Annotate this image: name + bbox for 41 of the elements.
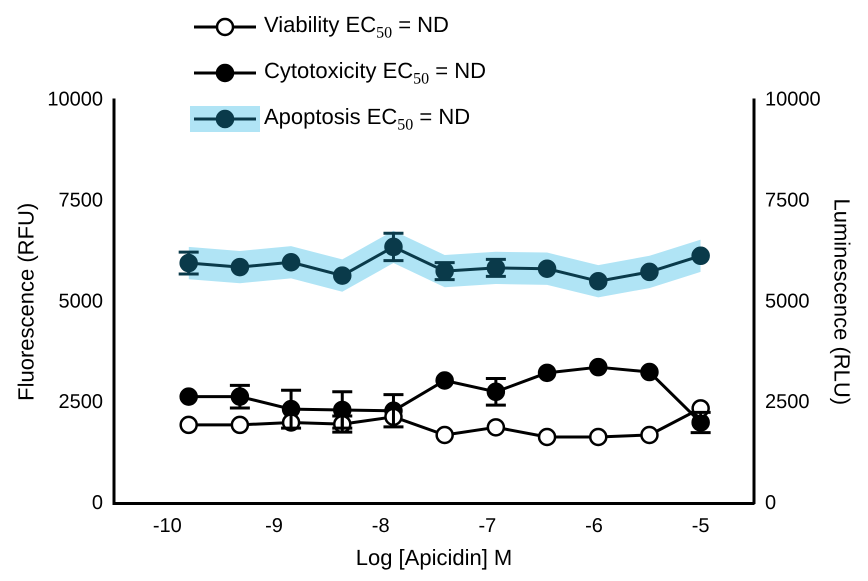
y2-tick-label: 7500 (764, 189, 810, 212)
y-tick-label: 5000 (58, 290, 104, 312)
y-tick-label: 7500 (58, 189, 104, 212)
x-tick-label: -5 (692, 515, 710, 538)
x-tick-label: -7 (478, 515, 496, 538)
x-tick-label: -9 (265, 515, 283, 538)
point (589, 428, 608, 446)
y-tick-label: 0 (92, 492, 104, 514)
legend-label: Cytotoxicity EC$_{50}$ = ND (264, 58, 486, 88)
x-tick-label: -8 (372, 515, 390, 538)
point (538, 364, 556, 382)
point (640, 362, 659, 382)
point (179, 416, 198, 434)
y-tick-label: 10000 (47, 88, 104, 111)
point (589, 358, 608, 376)
x-axis-title: Log [Apicidin] M (356, 544, 512, 570)
legend-label: Apoptosis EC$_{50}$ = ND (264, 104, 470, 134)
y2-tick-label: 2500 (764, 391, 810, 414)
point (538, 428, 556, 446)
point (691, 246, 710, 266)
point (538, 259, 556, 278)
y-tick-label: 2500 (58, 391, 104, 414)
y2-axis-title: Luminescence (RLU) (830, 198, 855, 406)
point (282, 252, 300, 272)
x-tick-label: -6 (585, 515, 603, 538)
x-tick-label: -10 (152, 515, 182, 538)
point (640, 426, 659, 444)
y2-tick-label: 5000 (764, 290, 810, 312)
point (230, 258, 250, 276)
point (486, 418, 506, 437)
point (333, 266, 352, 285)
y-axis-title: Fluorescence (RFU) (13, 202, 38, 401)
legend-label: Viability EC$_{50}$ = ND (264, 12, 449, 42)
point (179, 387, 198, 406)
y2-tick-label: 0 (764, 492, 776, 514)
point (230, 416, 250, 434)
y2-tick-label: 10000 (764, 88, 821, 111)
point (435, 371, 454, 390)
point (589, 272, 608, 290)
point (435, 426, 454, 444)
point (640, 262, 659, 282)
